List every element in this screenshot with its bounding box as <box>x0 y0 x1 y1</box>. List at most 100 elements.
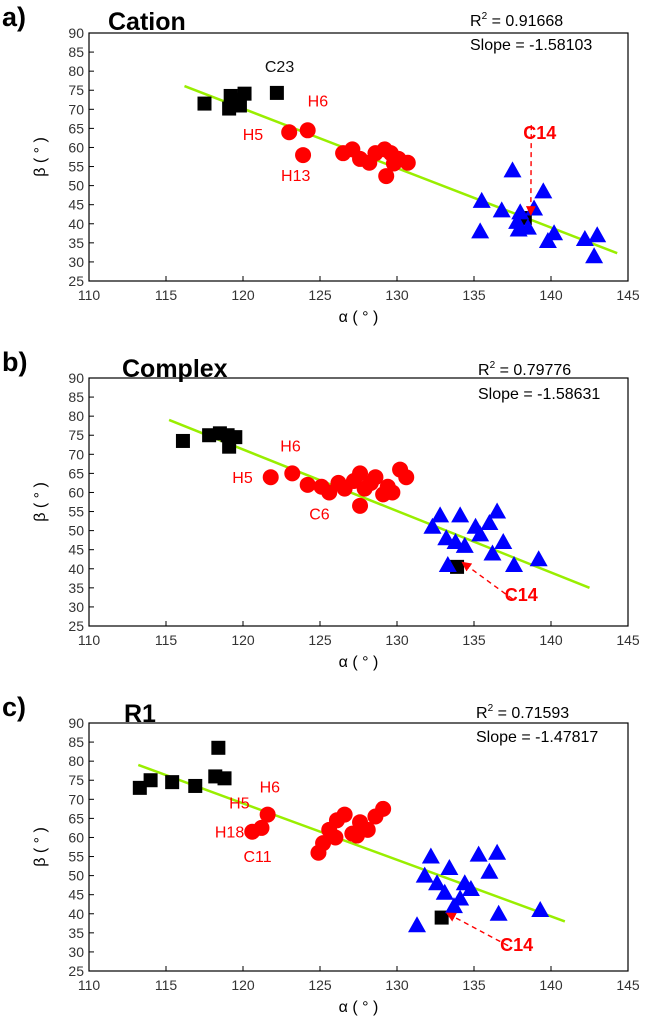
panel-b-blue-point <box>437 529 456 546</box>
panel-b-blue-point <box>494 533 513 550</box>
panel-a-xtick-label: 115 <box>155 287 178 303</box>
panel-a-xtick-label: 120 <box>231 287 255 303</box>
panel-a-r2-prefix: R <box>470 13 482 30</box>
panel-c-xtick-label: 145 <box>616 977 640 993</box>
panel-b-blue-point <box>483 544 502 561</box>
panel-b-ytick-label: 85 <box>68 389 84 405</box>
panel-a-ytick-label: 55 <box>68 159 84 175</box>
panel-b-ytick-label: 55 <box>68 504 84 520</box>
panel-a-ytick-label: 40 <box>68 216 84 232</box>
panel-b-red-point <box>384 484 401 501</box>
panel-a-black-point <box>197 96 212 111</box>
panel-b-plot: 25 30 35 40 45 50 55 60 65 70 75 80 85 90 110 115 120 125… <box>32 370 640 671</box>
panel-c-ytick-label: 45 <box>68 887 84 903</box>
panel-c-red-point <box>259 806 276 823</box>
panel-c-ytick-label: 90 <box>68 715 84 731</box>
panel-a-red-point <box>299 122 316 139</box>
panel-a-title: Cation <box>108 8 186 36</box>
panel-a: a) Cation R2 = 0.91668 Slope = -1.58103 … <box>2 2 640 326</box>
panel-c-blue-point <box>428 874 447 891</box>
panel-a-letter: a) <box>2 2 26 32</box>
panel-b-slope: Slope = -1.58631 <box>478 386 600 403</box>
panel-b-frame <box>88 377 629 627</box>
panel-a-ylabel: β ( ° ) <box>32 137 49 177</box>
panel-b-ytick-label: 80 <box>68 408 84 424</box>
panel-a-ytick-label: 25 <box>68 273 84 289</box>
panel-b-xtick-label: 145 <box>616 632 640 648</box>
panel-c-ytick-label: 50 <box>68 868 84 884</box>
panel-b-ytick-label: 60 <box>68 484 84 500</box>
panel-a-blue-point <box>471 222 490 239</box>
panel-b-xtick-label: 140 <box>539 632 563 648</box>
panel-a-blue-point <box>534 182 553 199</box>
panel-c-blue-point <box>480 862 499 879</box>
panel-c-annotation-h5: H5 <box>229 796 250 813</box>
panel-a-black-point <box>222 101 237 116</box>
panel-a-blue-point <box>511 203 530 220</box>
panel-a-red-point <box>295 147 312 164</box>
panel-b-blue-point <box>431 506 450 523</box>
panel-b-ytick-label: 25 <box>68 618 84 634</box>
panel-b-r2-sup: 2 <box>490 360 496 371</box>
panel-b-xtick-label: 125 <box>308 632 332 648</box>
panel-a-r2: R2 = 0.91668 <box>470 11 563 30</box>
panel-c-blue-point <box>531 900 550 917</box>
panel-b-ytick-label: 65 <box>68 465 84 481</box>
panel-c-c14-label: C14 <box>500 935 533 955</box>
panel-b-ytick-label: 35 <box>68 580 84 596</box>
panel-c-ytick-label: 85 <box>68 734 84 750</box>
panel-c-blue-point <box>489 904 508 921</box>
panel-a-xtick-label: 125 <box>308 287 332 303</box>
panel-c-red-point <box>348 827 365 844</box>
panel-b-black-point <box>175 433 190 448</box>
panel-b-ytick-label: 45 <box>68 542 84 558</box>
panel-a-xlabel: α ( ° ) <box>339 309 379 326</box>
panel-b-black-point <box>222 439 237 454</box>
panel-a-annotation-h6: H6 <box>308 93 329 110</box>
panel-b-annotation-h5: H5 <box>232 470 253 487</box>
panel-a-slope: Slope = -1.58103 <box>470 37 592 54</box>
panel-b-blue-point <box>529 550 548 567</box>
panel-c-xtick-label: 130 <box>385 977 409 993</box>
panel-b-blue-point <box>455 536 474 553</box>
panel-c-blue-point <box>435 883 454 900</box>
panel-b-blue-point <box>438 555 457 572</box>
panel-c-xlabel: α ( ° ) <box>339 999 379 1016</box>
panel-a-blue-point <box>525 199 544 216</box>
panel-b-blue-point <box>480 513 499 530</box>
panel-c-fit-line <box>137 763 566 923</box>
panel-a-annotation-h13: H13 <box>281 168 310 185</box>
panel-b-r2-prefix: R <box>478 362 490 379</box>
panel-b-ytick-label: 30 <box>68 599 84 615</box>
panel-b-c14-arrow <box>461 561 514 600</box>
panel-b-ytick-label: 90 <box>68 370 84 386</box>
panel-a-ytick-label: 90 <box>68 25 84 41</box>
panel-c-blue-point <box>415 866 434 883</box>
panel-a-blue-point <box>503 161 522 178</box>
panel-c-blue-point <box>408 916 427 933</box>
panel-a-red-point <box>378 168 395 185</box>
panel-b-red-point <box>352 465 369 482</box>
panel-b-letter: b) <box>2 347 27 377</box>
panel-b-xtick-label: 130 <box>385 632 409 648</box>
panel-a-plot: 25 30 35 40 45 50 55 60 65 70 75 80 85 90 110 115 120 125… <box>32 25 640 326</box>
panel-a-c14-label: C14 <box>523 123 556 143</box>
panel-b-red-point <box>367 469 384 486</box>
panel-b-ytick-label: 70 <box>68 446 84 462</box>
panel-a-annotation-c23: C23 <box>265 59 294 76</box>
panel-b-blue-point <box>505 555 524 572</box>
panel-b: b) Complex R2 = 0.79776 Slope = -1.58631… <box>2 347 640 671</box>
panel-c-blue-point <box>461 879 480 896</box>
panel-c-red-point <box>327 829 344 846</box>
panel-a-frame <box>88 32 629 282</box>
panel-c-ytick-label: 25 <box>68 963 84 979</box>
panel-c-black-point <box>143 773 158 788</box>
panel-b-fit-line <box>168 418 590 590</box>
panel-b-ylabel: β ( ° ) <box>32 482 49 522</box>
panel-b-ytick-label: 40 <box>68 561 84 577</box>
panel-c-title: R1 <box>124 700 156 728</box>
panel-a-blue-point <box>508 212 527 229</box>
panel-c-xtick-label: 135 <box>462 977 486 993</box>
panel-b-black-point <box>202 428 217 443</box>
